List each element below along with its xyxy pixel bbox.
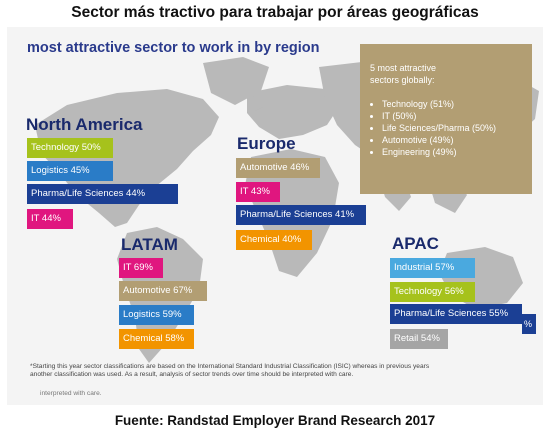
- global-sector-item: IT (50%): [382, 110, 524, 122]
- tag-eu-pharma: Pharma/Life Sciences 41%: [236, 205, 366, 225]
- page-title: Sector más tractivo para trabajar por ár…: [71, 4, 479, 21]
- global-box-title: 5 most attractive sectors globally:: [370, 62, 524, 86]
- tag-apac-retail: Retail 54%: [390, 329, 448, 349]
- uk-landmass: [253, 93, 263, 111]
- tag-latam-automotive: Automotive 67%: [119, 281, 207, 301]
- tag-na-it: IT 44%: [27, 209, 73, 229]
- tag-na-logistics: Logistics 45%: [27, 161, 113, 181]
- europe-landmass: [247, 85, 339, 139]
- tag-apac-industrial: Industrial 57%: [390, 258, 475, 278]
- region-label-apac: APAC: [392, 234, 439, 253]
- tag-latam-chemical: Chemical 58%: [119, 329, 194, 349]
- global-sector-item: Life Sciences/Pharma (50%): [382, 122, 524, 134]
- tag-na-pharma: Pharma/Life Sciences 44%: [27, 184, 178, 204]
- global-sector-list: Technology (51%) IT (50%) Life Sciences/…: [370, 98, 524, 158]
- global-sector-item: Automotive (49%): [382, 134, 524, 146]
- source-caption: Fuente: Randstad Employer Brand Research…: [114, 413, 436, 428]
- tag-apac-overflow: %: [522, 314, 536, 334]
- infographic-subtitle: most attractive sector to work in by reg…: [27, 40, 320, 56]
- footnote: *Starting this year sector classificatio…: [30, 363, 430, 378]
- tag-latam-logistics: Logistics 59%: [119, 305, 194, 325]
- global-top-sectors-box: 5 most attractive sectors globally: Tech…: [360, 44, 532, 194]
- north-america-landmass: [35, 89, 219, 227]
- global-sector-item: Engineering (49%): [382, 146, 524, 158]
- region-label-latam: LATAM: [121, 235, 178, 254]
- tag-apac-technology: Technology 56%: [390, 282, 475, 302]
- region-label-north-america: North America: [26, 115, 143, 134]
- tag-na-technology: Technology 50%: [27, 138, 113, 158]
- tag-eu-automotive: Automotive 46%: [236, 158, 320, 178]
- global-box-title-line2: sectors globally:: [370, 75, 435, 85]
- region-label-europe: Europe: [237, 134, 296, 153]
- global-sector-item: Technology (51%): [382, 98, 524, 110]
- global-box-title-line1: 5 most attractive: [370, 63, 437, 73]
- tag-eu-it: IT 43%: [236, 182, 280, 202]
- tag-apac-pharma: Pharma/Life Sciences 55%: [390, 304, 522, 324]
- tag-latam-it: IT 69%: [119, 258, 163, 278]
- footnote-ghost-text: interpreted with care.: [40, 390, 102, 397]
- tag-eu-chemical: Chemical 40%: [236, 230, 312, 250]
